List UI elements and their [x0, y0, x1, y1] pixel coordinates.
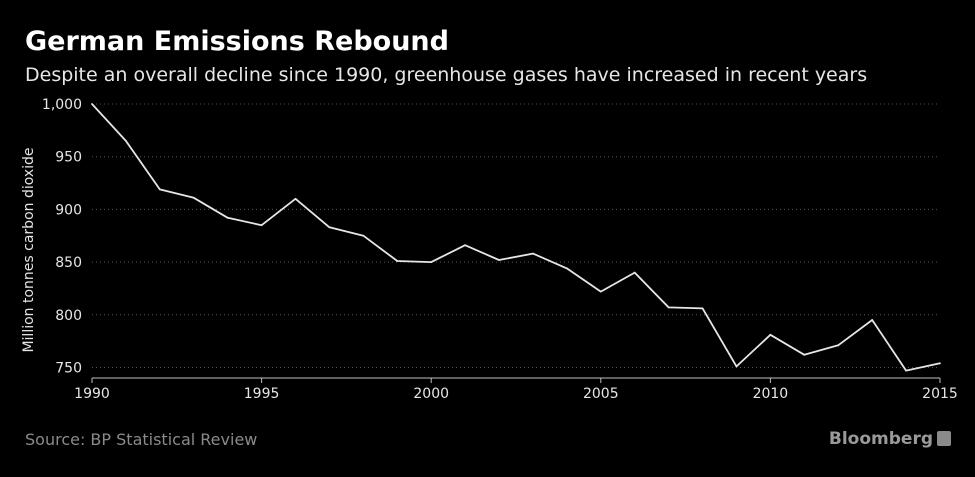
x-tick-label: 2010: [753, 386, 789, 402]
y-tick-label: 950: [55, 150, 82, 166]
data-point: [328, 226, 331, 229]
y-tick-label: 850: [55, 255, 82, 271]
data-point: [565, 267, 568, 270]
series-layer: [91, 103, 941, 372]
data-point: [362, 234, 365, 237]
data-point: [803, 353, 806, 356]
data-point: [633, 271, 636, 274]
data-point: [260, 224, 263, 227]
x-tick-label: 2000: [413, 386, 449, 402]
source-note: Source: BP Statistical Review: [25, 430, 258, 449]
series-line: [91, 103, 941, 372]
x-tick-label: 2015: [922, 386, 958, 402]
grid-lines: [92, 103, 940, 368]
data-point: [125, 139, 127, 142]
y-axis-label: Million tonnes carbon dioxide: [21, 147, 37, 352]
x-tick-label: 1990: [74, 386, 110, 402]
data-point: [396, 260, 399, 262]
y-tick-label: 1,000: [42, 97, 82, 113]
brand-logo: Bloomberg: [828, 429, 933, 449]
y-axis-ticks: 750 800 850 900 950 1,000: [42, 97, 82, 376]
data-point: [735, 365, 738, 368]
x-tick-label: 2005: [583, 386, 619, 402]
chart-title: German Emissions Rebound: [25, 26, 449, 57]
chart-subtitle: Despite an overall decline since 1990, g…: [25, 64, 868, 86]
data-point: [769, 333, 772, 336]
data-point: [294, 197, 297, 200]
data-point: [498, 259, 500, 261]
data-point: [599, 290, 602, 293]
data-point: [532, 252, 534, 255]
data-point: [905, 369, 907, 372]
data-point: [871, 319, 874, 321]
data-point: [667, 306, 670, 309]
data-point: [192, 196, 195, 199]
y-tick-label: 750: [55, 360, 82, 376]
x-tick-label: 1995: [244, 386, 280, 402]
data-point: [91, 103, 93, 105]
bloomberg-chart-icon: [937, 431, 951, 446]
data-point: [701, 307, 704, 310]
data-point: [226, 216, 229, 219]
data-point: [837, 344, 840, 347]
y-tick-label: 800: [55, 308, 82, 324]
data-point: [939, 362, 941, 365]
data-point: [430, 261, 433, 263]
x-axis-ticks: 1990 1995 2000 2005 2010 2015: [74, 378, 958, 402]
y-tick-label: 900: [55, 202, 82, 218]
data-point: [464, 244, 467, 247]
data-point: [158, 188, 161, 191]
